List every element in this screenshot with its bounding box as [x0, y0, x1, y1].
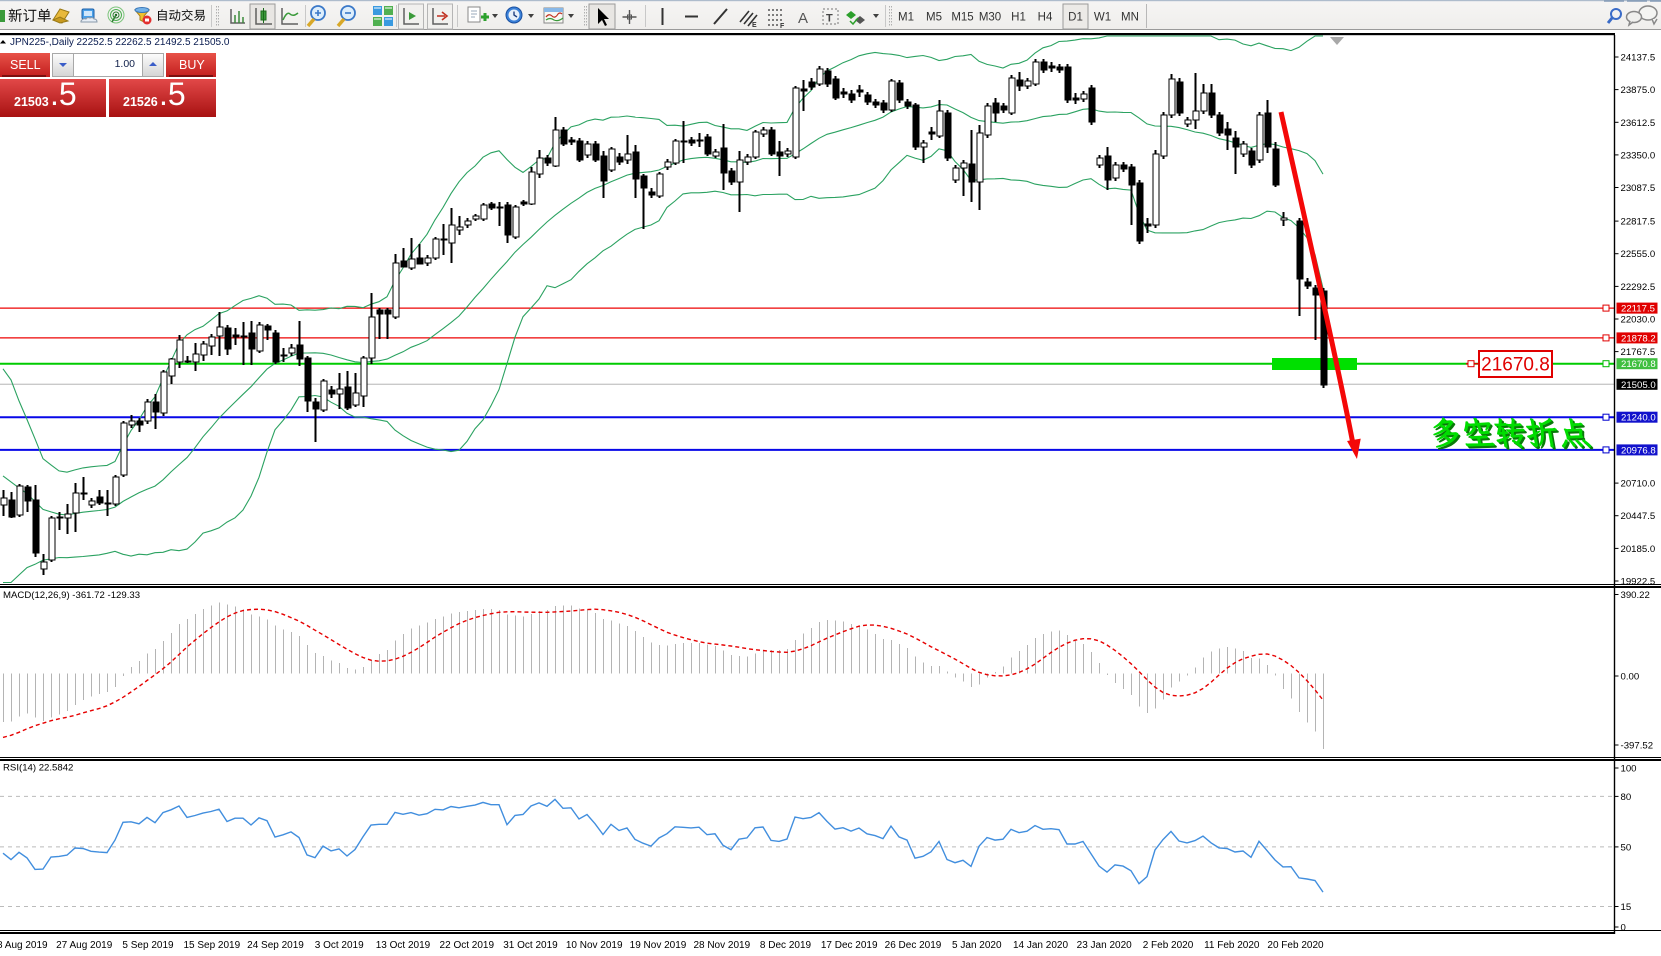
svg-text:T: T	[826, 13, 833, 25]
svg-text:H1: H1	[1011, 12, 1026, 24]
svg-text:E: E	[752, 22, 757, 29]
svg-text:80: 80	[1621, 792, 1632, 803]
svg-text:21670.8: 21670.8	[1481, 355, 1550, 376]
svg-text:24137.5: 24137.5	[1621, 53, 1656, 64]
svg-text:15: 15	[1621, 902, 1632, 913]
svg-text:22 Oct 2019: 22 Oct 2019	[440, 940, 495, 951]
svg-text:5 Sep 2019: 5 Sep 2019	[122, 940, 174, 951]
svg-text:H4: H4	[1038, 12, 1053, 24]
svg-text:15 Sep 2019: 15 Sep 2019	[183, 940, 240, 951]
svg-text:13 Oct 2019: 13 Oct 2019	[376, 940, 431, 951]
svg-text:21767.5: 21767.5	[1621, 347, 1656, 358]
svg-text:22555.0: 22555.0	[1621, 249, 1656, 260]
svg-text:W1: W1	[1094, 12, 1111, 24]
svg-text:2 Feb 2020: 2 Feb 2020	[1143, 940, 1194, 951]
svg-text:MACD(12,26,9) -361.72 -129.33: MACD(12,26,9) -361.72 -129.33	[3, 590, 140, 601]
svg-text:M1: M1	[898, 12, 914, 24]
svg-text:22117.5: 22117.5	[1621, 304, 1655, 315]
svg-text:22817.5: 22817.5	[1621, 217, 1656, 228]
svg-text:20 Feb 2020: 20 Feb 2020	[1267, 940, 1324, 951]
svg-text:23875.0: 23875.0	[1621, 85, 1656, 96]
svg-text:100: 100	[1621, 764, 1637, 775]
svg-text:20710.0: 20710.0	[1621, 479, 1656, 490]
svg-text:-397.52: -397.52	[1621, 741, 1654, 752]
svg-text:JPN225-,Daily: JPN225-,Daily	[10, 37, 74, 48]
svg-text:23 Jan 2020: 23 Jan 2020	[1077, 940, 1132, 951]
svg-text:390.22: 390.22	[1621, 590, 1650, 601]
svg-text:A: A	[798, 10, 808, 27]
svg-text:M15: M15	[951, 12, 973, 24]
svg-text:21505.0: 21505.0	[1621, 380, 1656, 391]
svg-text:5 Jan 2020: 5 Jan 2020	[952, 940, 1002, 951]
svg-text:23087.5: 23087.5	[1621, 183, 1656, 194]
svg-text:50: 50	[1621, 842, 1632, 853]
svg-text:21240.0: 21240.0	[1621, 413, 1656, 424]
svg-text:D1: D1	[1068, 12, 1083, 24]
svg-text:8 Dec 2019: 8 Dec 2019	[760, 940, 812, 951]
svg-text:11 Feb 2020: 11 Feb 2020	[1204, 940, 1260, 951]
svg-text:20185.0: 20185.0	[1621, 544, 1656, 555]
svg-text:M30: M30	[979, 12, 1001, 24]
svg-text:10 Nov 2019: 10 Nov 2019	[566, 940, 623, 951]
svg-text:28 Nov 2019: 28 Nov 2019	[693, 940, 750, 951]
svg-text:23350.0: 23350.0	[1621, 150, 1656, 161]
svg-text:21670.8: 21670.8	[1621, 359, 1656, 370]
svg-text:3 Oct 2019: 3 Oct 2019	[315, 940, 364, 951]
svg-text:20976.8: 20976.8	[1621, 445, 1656, 456]
svg-text:27 Aug 2019: 27 Aug 2019	[56, 940, 113, 951]
svg-text:20447.5: 20447.5	[1621, 511, 1656, 522]
svg-text:M5: M5	[926, 12, 942, 24]
svg-text:22030.0: 22030.0	[1621, 315, 1656, 326]
svg-text:22252.5 22262.5 21492.5 21505.: 22252.5 22262.5 21492.5 21505.0	[77, 37, 230, 48]
svg-text:22292.5: 22292.5	[1621, 282, 1656, 293]
svg-text:21878.2: 21878.2	[1621, 333, 1656, 344]
svg-text:19922.5: 19922.5	[1621, 577, 1656, 588]
svg-text:24 Sep 2019: 24 Sep 2019	[247, 940, 304, 951]
svg-text:31 Oct 2019: 31 Oct 2019	[503, 940, 558, 951]
svg-text:0: 0	[1621, 923, 1626, 934]
svg-text:0.00: 0.00	[1621, 672, 1640, 683]
svg-text:F: F	[780, 23, 785, 30]
svg-text:17 Dec 2019: 17 Dec 2019	[821, 940, 878, 951]
svg-text:19 Nov 2019: 19 Nov 2019	[630, 940, 687, 951]
svg-text:23612.5: 23612.5	[1621, 118, 1656, 129]
svg-text:8 Aug 2019: 8 Aug 2019	[0, 940, 48, 951]
svg-text:14 Jan 2020: 14 Jan 2020	[1013, 940, 1068, 951]
svg-text:26 Dec 2019: 26 Dec 2019	[885, 940, 942, 951]
svg-text:RSI(14) 22.5842: RSI(14) 22.5842	[3, 763, 73, 774]
svg-text:MN: MN	[1121, 12, 1139, 24]
